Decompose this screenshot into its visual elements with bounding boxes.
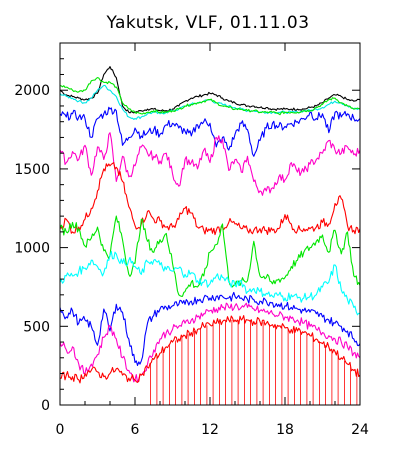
y-tick-label: 1000 (14, 241, 50, 257)
x-tick-label: 12 (201, 422, 219, 438)
x-tick-label: 0 (56, 422, 65, 438)
series-line-1 (59, 66, 361, 114)
y-tick-label: 0 (41, 398, 50, 414)
x-tick-label: 24 (351, 422, 369, 438)
series-line-2 (59, 84, 361, 120)
y-tick-label: 2000 (14, 83, 50, 99)
series-line-6 (59, 162, 361, 236)
y-tick-label: 1500 (14, 162, 50, 178)
series-line-4 (59, 106, 361, 157)
series-line-5 (59, 132, 361, 196)
plot-frame (59, 42, 361, 406)
y-axis: 0 500 1000 1500 2000 (14, 58, 360, 414)
series-line-3 (59, 77, 361, 116)
x-tick-label: 6 (131, 422, 140, 438)
spike-layer (150, 320, 358, 405)
x-axis: 0 6 12 18 24 (56, 43, 369, 438)
series-layer (59, 66, 361, 384)
y-tick-label: 500 (23, 319, 50, 335)
series-line-11 (60, 315, 361, 384)
series-line-9 (59, 291, 361, 367)
series-line-8 (59, 250, 361, 316)
x-tick-label: 18 (276, 422, 294, 438)
series-line-10 (59, 302, 361, 383)
chart-title: Yakutsk, VLF, 01.11.03 (105, 13, 309, 33)
